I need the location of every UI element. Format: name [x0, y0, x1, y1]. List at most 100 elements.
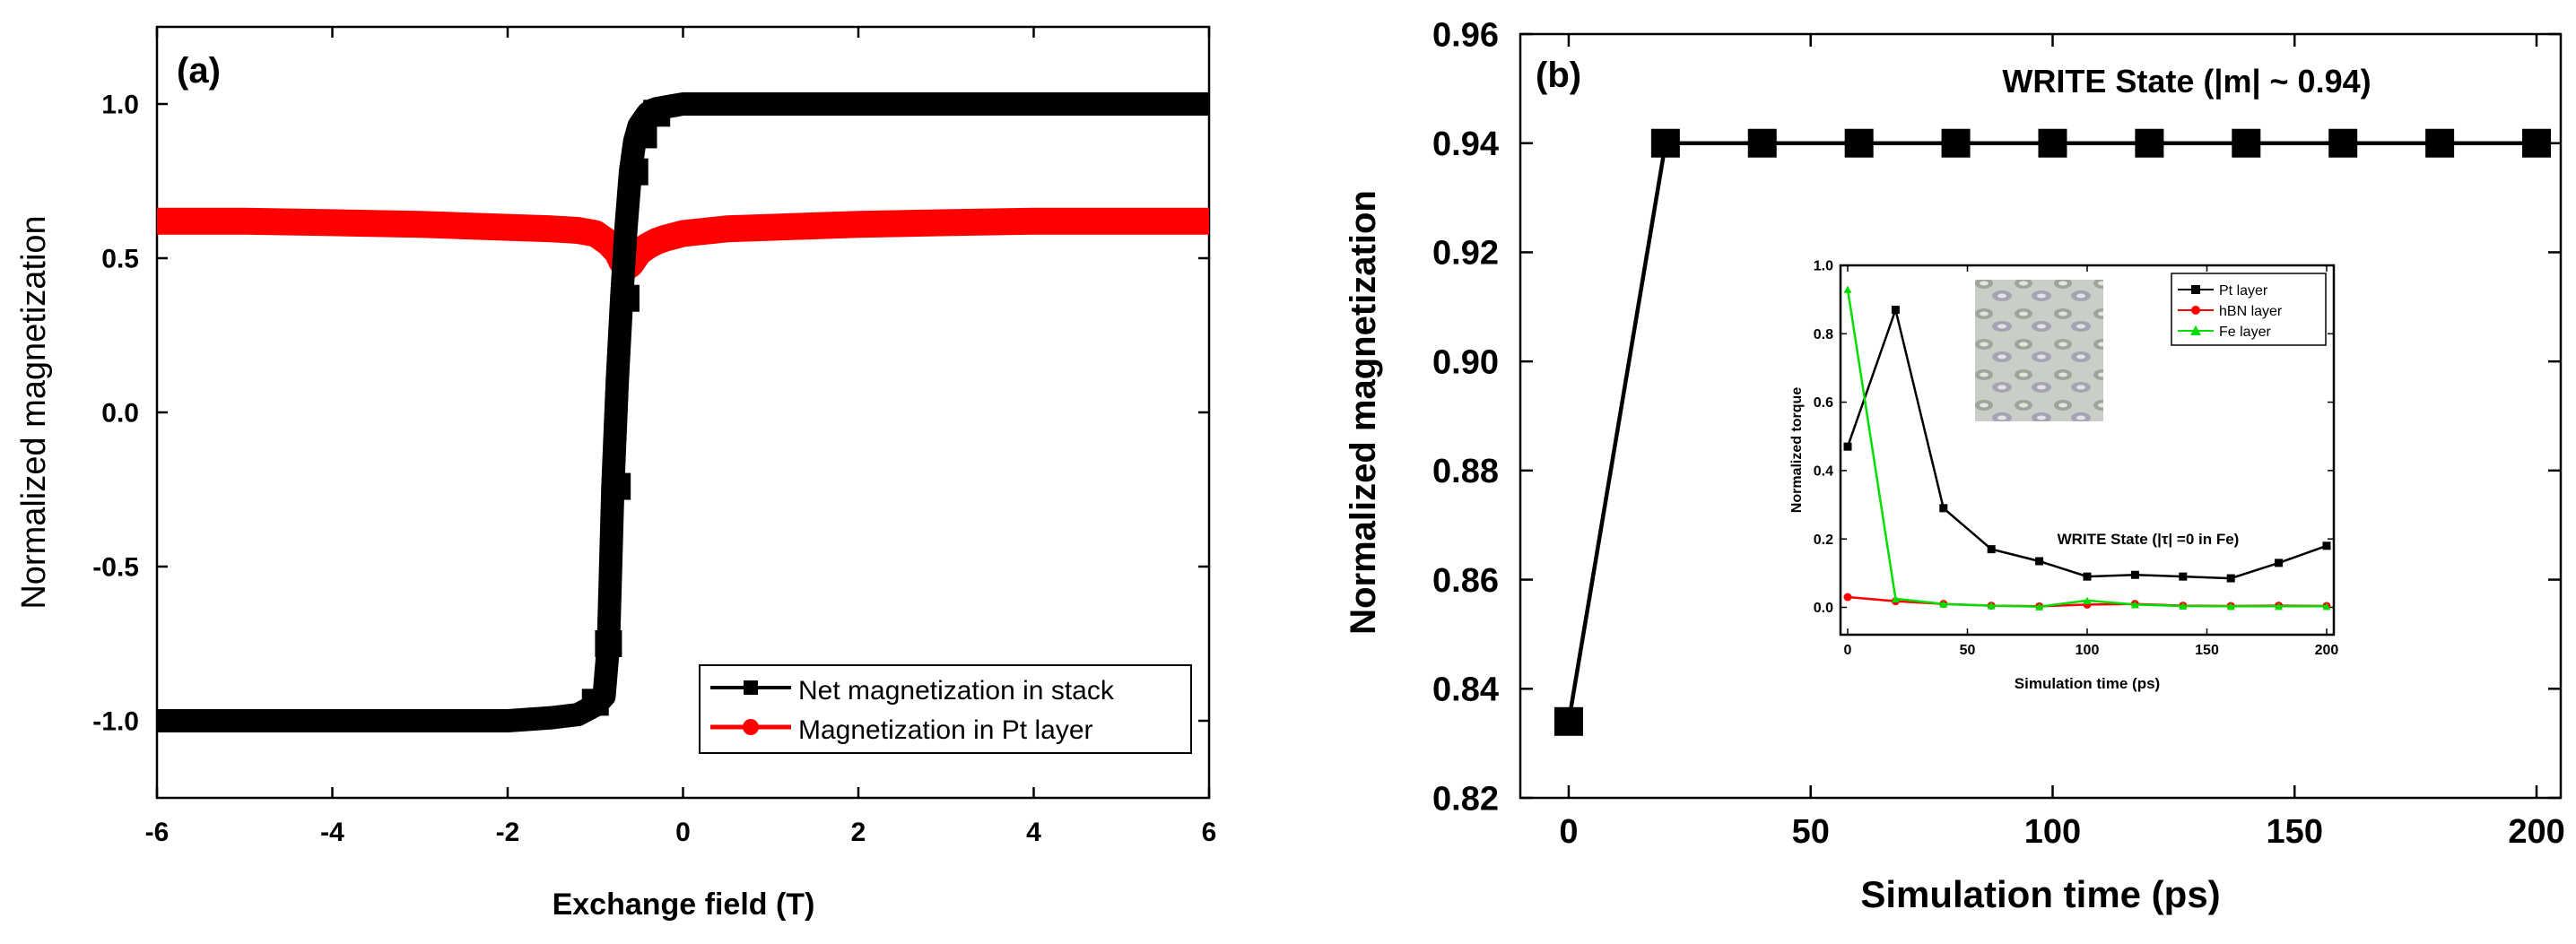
series-magnetization-point [2038, 128, 2067, 158]
panel-b-annotation: WRITE State (|m| ~ 0.94) [2002, 63, 2371, 100]
panel-a-y-tick-label: 0.5 [101, 245, 139, 274]
panel-a-x-tick-label: -4 [320, 818, 344, 847]
panel-a-y-ticks: -1.0 -0.5 0.0 0.5 1.0 [92, 91, 1209, 737]
legend-net-marker [744, 680, 758, 695]
inset-y-tick-label: 0.0 [1814, 601, 1833, 616]
inset-series-fe-point [2130, 601, 2139, 609]
inset-series-pt-point [2179, 572, 2188, 581]
panel-a-legend-box [699, 664, 1192, 754]
inset-legend-pt-label: Pt layer [2219, 283, 2268, 299]
inset-series-fe-point [2179, 602, 2188, 611]
legend-pt-marker [743, 719, 759, 735]
panel-b-y-tick-label: 0.92 [1432, 235, 1499, 273]
panel-b-x-ticks: 0 50 100 150 200 [1559, 34, 2565, 851]
inset-x-tick-label: 50 [1960, 643, 1976, 658]
inset-series-pt-point [1939, 504, 1948, 513]
inset-series-pt-point [2322, 541, 2331, 550]
series-net-magnetization-core [157, 102, 1209, 723]
series-magnetization-point [2522, 128, 2552, 158]
inset-series-pt-point [2083, 572, 2092, 581]
panel-a-x-tick-label: -6 [145, 818, 170, 847]
panel-a-series [157, 92, 1209, 732]
panel-a-x-tick-label: 6 [1202, 818, 1217, 847]
inset-series-fe-point [1843, 285, 1852, 293]
inset-series-fe-point [2035, 602, 2044, 611]
inset-x-ticks: 0 50 100 150 200 [1844, 265, 2339, 658]
panel-a-x-tick-label: -2 [496, 818, 520, 847]
inset-series-fe-point [2226, 602, 2235, 611]
inset-y-tick-label: 0.8 [1814, 327, 1833, 342]
inset-series-pt-point [1891, 306, 1900, 315]
inset-series-pt-point [2130, 570, 2139, 579]
inset-series-fe-point [2083, 596, 2092, 604]
panel-b-y-tick-label: 0.94 [1432, 126, 1499, 163]
inset-y-axis-title: Normalized torque [1789, 387, 1805, 514]
series-magnetization-point [2425, 128, 2455, 158]
series-pt-layer-line [157, 207, 1209, 281]
inset-legend: Pt layer hBN layer Fe layer [2171, 273, 2327, 346]
series-net-magnetization-point [643, 100, 671, 127]
inset-y-tick-label: 0.2 [1814, 533, 1833, 548]
inset-series [1843, 285, 2331, 611]
panel-b-y-tick-label: 0.84 [1432, 671, 1499, 709]
panel-a-x-tick-label: 2 [851, 818, 866, 847]
panel-b-y-tick-label: 0.82 [1432, 780, 1499, 818]
panel-b-plot-frame [1519, 32, 2563, 800]
panel-b-y-tick-label: 0.96 [1432, 16, 1499, 54]
panel-b-x-tick-label: 100 [2024, 813, 2081, 851]
panel-a-y-tick-label: 0.0 [101, 399, 139, 429]
inset-series-pt-point [1843, 442, 1852, 451]
series-net-magnetization-point [612, 284, 640, 312]
panel-b-y-tick-label: 0.86 [1432, 562, 1499, 600]
inset-series-fe-point [2322, 602, 2331, 611]
series-magnetization-point [2232, 128, 2261, 158]
inset-series-fe-point [2275, 602, 2284, 611]
panel-b-x-axis-title: Simulation time (ps) [1860, 873, 2220, 915]
inset-series-pt-point [2275, 559, 2284, 567]
series-magnetization-point [1941, 128, 1971, 158]
panel-b-y-ticks: 0.82 0.84 0.86 0.88 0.90 0.92 0.94 0.96 [1432, 16, 2561, 818]
panel-a-x-tick-label: 0 [675, 818, 691, 847]
inset-legend-pt-marker [2191, 285, 2200, 294]
inset-legend-fe-label: Fe layer [2219, 325, 2271, 340]
inset-y-tick-label: 0.4 [1814, 463, 1833, 479]
inset-series-pt-point [2226, 574, 2235, 583]
panel-b-x-tick-label: 150 [2267, 813, 2323, 851]
inset-x-tick-label: 100 [2076, 643, 2100, 658]
inset-annotation: WRITE State (|τ| =0 in Fe) [2058, 531, 2240, 548]
panel-a-y-axis-title: Normalized magnetization [15, 215, 53, 609]
panel-a-x-axis-title: Exchange field (T) [553, 888, 815, 922]
panel-a-legend: Net magnetization in stack Magnetization… [699, 664, 1192, 754]
series-net-magnetization-point [581, 689, 609, 716]
inset-legend-fe-marker [2190, 325, 2201, 335]
inset-y-ticks: 0.0 0.2 0.4 0.6 0.8 1.0 [1814, 259, 2334, 616]
panel-a-y-tick-label: -0.5 [92, 553, 139, 583]
panel-b-y-tick-label: 0.90 [1432, 343, 1499, 381]
series-net-magnetization-point [604, 472, 631, 500]
inset-domain-image [1975, 280, 2103, 421]
inset-series-pt-point [2035, 557, 2044, 566]
series-magnetization-point [1553, 706, 1583, 736]
inset-y-tick-label: 0.6 [1814, 395, 1833, 411]
panel-b-y-tick-label: 0.88 [1432, 453, 1499, 490]
inset-y-tick-label: 1.0 [1814, 259, 1833, 274]
inset-x-axis-title: Simulation time (ps) [2015, 675, 2160, 692]
inset-x-tick-label: 0 [1844, 643, 1852, 658]
panel-b-x-tick-label: 50 [1792, 813, 1830, 851]
legend-pt-label: Magnetization in Pt layer [798, 715, 1093, 745]
panel-a: -6 -4 -2 0 2 4 6 -1.0 -0.5 0.0 0.5 1.0 (a) Exchang… [15, 25, 1217, 922]
panel-b-series [1553, 128, 2552, 736]
panel-a-x-tick-label: 4 [1026, 818, 1041, 847]
series-magnetization-point [2328, 128, 2358, 158]
panel-a-y-tick-label: -1.0 [92, 707, 139, 737]
inset-series-fe-point [1939, 600, 1948, 608]
legend-net-label: Net magnetization in stack [798, 676, 1115, 706]
panel-a-x-ticks: -6 -4 -2 0 2 4 6 [145, 27, 1217, 847]
series-magnetization-point [2135, 128, 2164, 158]
inset-series-hbn-point [1843, 593, 1852, 602]
panel-b-inset: 0 50 100 150 200 0.0 0.2 0.4 0.6 0.8 1.0 WRITE St… [1789, 255, 2341, 692]
inset-x-tick-label: 200 [2315, 643, 2339, 658]
series-net-magnetization-point [595, 630, 622, 657]
panel-b: 0 50 100 150 200 0.82 0.84 0.86 0.88 0.90 0.92 0.9… [1344, 16, 2565, 915]
